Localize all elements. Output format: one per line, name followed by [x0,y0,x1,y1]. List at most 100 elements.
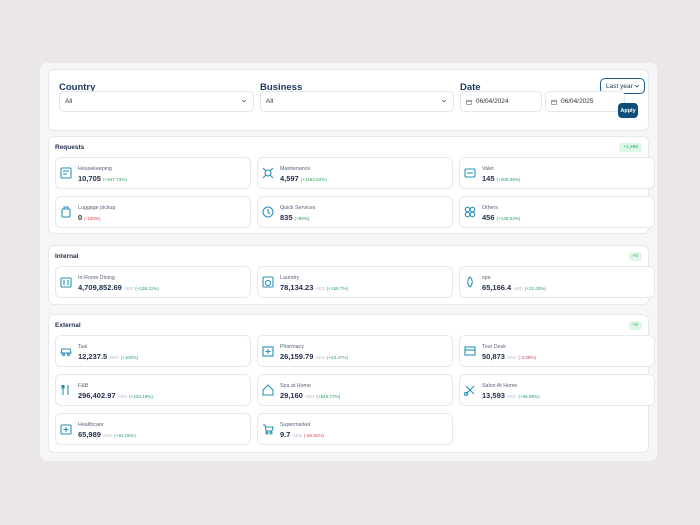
metric-change: (+1164.52%) [300,177,327,182]
date-from-input[interactable]: 06/04/2024 [460,91,542,112]
chevron-down-icon [634,84,640,88]
dashboard-frame: Country All Business All Date Last year … [40,63,657,461]
metric-name: Salon At Home [482,383,518,389]
metric-value-row: 65,989 AED (+54.05%) [78,430,136,439]
metric-tile[interactable]: Pharmacy 26,159.79 AED (+43.47%) [257,335,453,367]
metric-tile[interactable]: Quick Services 835 (+90%) [257,196,453,228]
metric-tile[interactable]: Tour Desk 50,873 AED (-3.08%) [459,335,655,367]
metric-currency: AED [506,355,517,360]
metric-currency: AED [513,286,523,291]
metric-name: spa [482,275,491,281]
laundry-icon [262,276,274,288]
calendar-icon [466,99,472,105]
section-title: External [55,322,81,329]
metric-currency: AED [123,286,134,291]
metric-name: Luggage pickup [78,205,116,211]
metric-name: Laundry [280,275,300,281]
metric-tile[interactable]: Taxi 12,237.5 AED (+100%) [55,335,251,367]
metric-currency: AED [117,394,127,399]
metric-tile[interactable]: Salon At Home 13,593 AED (+36.89%) [459,374,655,406]
metric-currency: AED [506,394,517,399]
date-filter: Date [460,82,481,93]
metric-value: 65,166.4 [482,283,512,292]
metric-name: Taxi [78,344,88,350]
metric-tile[interactable]: Valet 145 (+209.36%) [459,157,655,189]
business-select-value: All [266,98,274,105]
date-label: Date [460,82,481,93]
metric-value-row: 13,593 AED (+36.89%) [482,391,540,400]
business-label: Business [260,82,303,93]
internal-section: Internal +0 In-Room Dining 4,709,852.69 AE… [48,245,655,305]
section-badge: +0 [628,321,642,330]
metric-value-row: 29,160 AED (+545.77%) [280,391,340,400]
metric-change: (+947.73%) [102,177,127,182]
metric-currency: AED [102,433,113,438]
tour-desk-icon [464,346,476,356]
metric-change: (+43.47%) [326,355,349,360]
quick-services-icon [262,206,274,218]
metric-tile[interactable]: Luggage pickup 0 (-100%) [55,196,251,228]
metric-name: Housekeeping [78,166,112,172]
metric-tile[interactable]: Laundry 78,134.23 AED (+158.7%) [257,266,453,298]
salon-icon [463,385,475,397]
spa-home-icon [262,384,274,396]
metric-change: (-100%) [84,216,101,221]
metric-change: (+138.11%) [135,286,159,291]
metric-value-row: 835 (+90%) [280,213,309,222]
metric-name: Healthcare [78,422,104,428]
metric-tile[interactable]: In-Room Dining 4,709,852.69 AED (+138.11%) [55,266,251,298]
country-label: Country [59,82,96,93]
section-badge: +0 [628,252,642,261]
country-select-value: All [65,98,73,105]
business-select[interactable]: All [260,91,454,112]
calendar-icon [551,99,557,105]
healthcare-icon [60,424,72,435]
apply-button[interactable]: Apply [618,103,638,118]
dining-icon [60,277,72,288]
metric-tile[interactable]: spa 65,166.4 AED (+22.43%) [459,266,655,298]
metric-tile[interactable]: Healthcare 65,989 AED (+54.05%) [55,413,251,445]
metric-change: (+36.89%) [518,394,540,399]
metric-tile[interactable]: Spa at Home 29,160 AED (+545.77%) [257,374,453,406]
metric-value: 13,593 [482,391,505,400]
metric-change: (+135.63%) [496,216,521,221]
metric-change: (+90%) [294,216,310,221]
metric-tile[interactable]: F&B 296,402.97 AED (+233.18%) [55,374,251,406]
metric-value-row: 0 (-100%) [78,213,101,222]
metric-change: (+545.77%) [316,394,341,399]
metric-tile[interactable]: Maintenance 4,597 (+1164.52%) [257,157,453,189]
metric-change: (-56.92%) [303,433,325,438]
metric-change: (+22.43%) [524,286,546,291]
metric-value: 145 [482,174,495,183]
metric-name: Supermarket [280,422,311,428]
metric-value-row: 4,597 (+1164.52%) [280,174,327,183]
metric-change: (+54.05%) [114,433,136,438]
luggage-icon [61,206,71,218]
metric-change: (+233.18%) [129,394,153,399]
metric-name: Pharmacy [280,344,304,350]
metric-tile[interactable]: Supermarket 9.7 AED (-56.92%) [257,413,453,445]
country-filter: Country [59,82,95,93]
metric-currency: AED [315,355,325,360]
metric-name: Quick Services [280,205,316,211]
metric-value-row: 4,709,852.69 AED (+138.11%) [78,283,159,292]
metric-value-row: 78,134.23 AED (+158.7%) [280,283,348,292]
metric-value-row: 456 (+135.63%) [482,213,520,222]
metric-currency: AED [304,394,315,399]
country-select[interactable]: All [59,91,254,112]
metric-value: 26,159.79 [280,352,314,361]
metric-currency: AED [109,355,119,360]
fnb-icon [61,385,69,395]
metric-change: (+209.36%) [496,177,521,182]
taxi-icon [60,348,72,357]
metric-change: (+158.7%) [326,286,349,291]
metric-value-row: 12,237.5 AED (+100%) [78,352,138,361]
metric-tile[interactable]: Others 456 (+135.63%) [459,196,655,228]
valet-icon [464,168,476,178]
section-badge: +1,289 [619,143,642,152]
date-to-input[interactable]: 06/04/2025 [545,91,625,112]
section-title: Internal [55,253,79,260]
date-from-value: 06/04/2024 [476,98,509,105]
metric-value: 10,705 [78,174,101,183]
metric-tile[interactable]: Housekeeping 10,705 (+947.73%) [55,157,251,189]
